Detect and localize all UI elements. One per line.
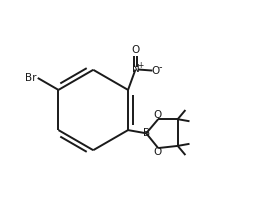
Text: Br: Br: [25, 73, 37, 83]
Text: O: O: [151, 66, 159, 76]
Text: N: N: [132, 64, 139, 75]
Text: B: B: [143, 128, 150, 138]
Text: +: +: [137, 61, 143, 70]
Text: O: O: [154, 110, 162, 120]
Text: -: -: [158, 62, 162, 72]
Text: O: O: [131, 45, 140, 55]
Text: O: O: [154, 147, 162, 157]
